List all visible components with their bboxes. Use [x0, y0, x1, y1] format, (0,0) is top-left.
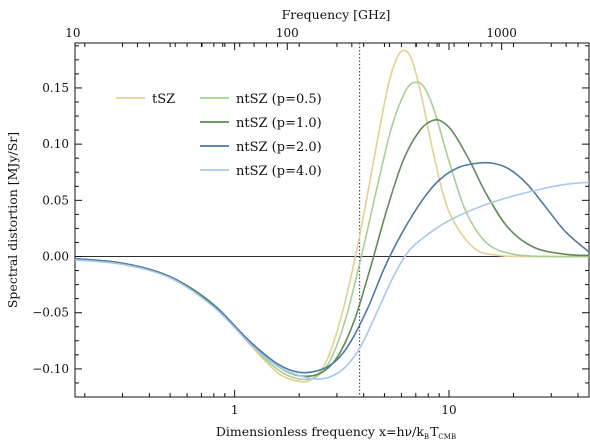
legend: tSZ ntSZ (p=0.5) ntSZ (p=1.0) ntSZ (p=2.0) n… — [116, 92, 322, 179]
legend-label-2: ntSZ (p=1.0) — [236, 116, 322, 131]
legend-label-4: ntSZ (p=4.0) — [236, 164, 322, 179]
legend-label-3: ntSZ (p=2.0) — [236, 140, 322, 155]
y-tick-label: 0.10 — [42, 137, 69, 151]
x-axis-title-t: T — [430, 424, 439, 439]
x-axis-title-sub-cmb: CMB — [438, 433, 456, 441]
y-axis-ticks: −0.10 −0.05 0.00 0.05 0.10 0.15 — [32, 45, 589, 398]
x-axis-title: Dimensionless frequency x=hν/kBTCMB — [216, 424, 456, 441]
plot-frame — [74, 42, 590, 398]
bottom-tick-label: 10 — [441, 403, 456, 417]
x-axis-title-sub-b: B — [424, 433, 429, 441]
series-line-2 — [75, 118, 589, 378]
top-tick-label: 100 — [276, 26, 299, 40]
x-axis-title-main: Dimensionless frequency x=hν/k — [216, 424, 424, 439]
series-line-4 — [75, 181, 589, 380]
top-tick-label: 1000 — [486, 26, 517, 40]
y-tick-label: −0.05 — [32, 306, 69, 320]
y-axis-title: Spectral distortion [MJy/Sr] — [5, 132, 20, 308]
top-tick-label: 10 — [65, 26, 80, 40]
y-tick-label: −0.10 — [32, 362, 69, 376]
series-line-3 — [75, 161, 589, 374]
legend-label-0: tSZ — [152, 92, 175, 107]
legend-label-1: ntSZ (p=0.5) — [236, 92, 322, 107]
top-x-axis-title: Frequency [GHz] — [282, 7, 391, 22]
series-lines — [75, 49, 589, 383]
y-tick-label: 0.00 — [42, 250, 69, 264]
bottom-x-axis-ticks: 1 10 — [84, 43, 579, 417]
y-tick-label: 0.15 — [42, 81, 69, 95]
bottom-tick-label: 1 — [231, 403, 239, 417]
y-tick-label: 0.05 — [42, 193, 69, 207]
top-x-axis-ticks: 10 100 1000 — [65, 26, 567, 50]
